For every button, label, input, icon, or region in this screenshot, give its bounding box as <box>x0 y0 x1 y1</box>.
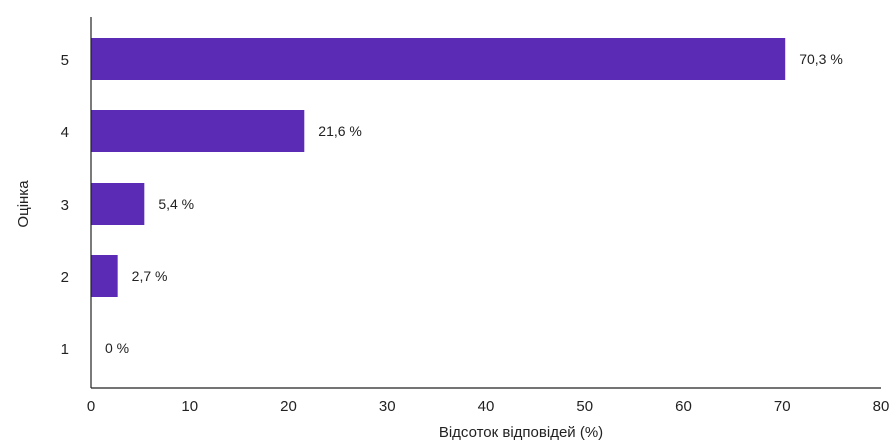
y-tick-label-5: 5 <box>61 52 69 69</box>
x-tick-label-0: 0 <box>87 398 95 415</box>
bar-2 <box>91 255 118 297</box>
data-label-1: 0 % <box>105 340 129 356</box>
bar-5 <box>91 38 786 80</box>
x-tick-label-60: 60 <box>675 398 692 415</box>
x-tick-label-50: 50 <box>576 398 593 415</box>
data-label-4: 21,6 % <box>318 123 362 139</box>
y-tick-label-1: 1 <box>61 341 69 358</box>
data-label-3: 5,4 % <box>158 196 194 212</box>
x-tick-label-30: 30 <box>379 398 396 415</box>
bar-4 <box>91 110 305 152</box>
y-tick-labels-group: 5 4 3 2 1 <box>61 52 69 358</box>
x-tick-label-40: 40 <box>478 398 495 415</box>
y-tick-label-4: 4 <box>61 124 69 141</box>
x-tick-label-10: 10 <box>181 398 198 415</box>
bar-3 <box>91 183 145 225</box>
y-axis-title: Оцінка <box>15 180 32 228</box>
x-tick-label-20: 20 <box>280 398 297 415</box>
bars-group <box>91 38 786 297</box>
x-tick-label-80: 80 <box>873 398 890 415</box>
x-tick-labels-group: 0 10 20 30 40 50 60 70 80 <box>87 398 890 415</box>
data-label-2: 2,7 % <box>132 268 168 284</box>
x-tick-label-70: 70 <box>774 398 791 415</box>
y-tick-label-2: 2 <box>61 269 69 286</box>
y-tick-label-3: 3 <box>61 197 69 214</box>
data-label-5: 70,3 % <box>799 51 843 67</box>
x-axis-title: Відсоток відповідей (%) <box>439 424 603 441</box>
data-labels-group: 70,3 % 21,6 % 5,4 % 2,7 % 0 % <box>105 51 843 356</box>
